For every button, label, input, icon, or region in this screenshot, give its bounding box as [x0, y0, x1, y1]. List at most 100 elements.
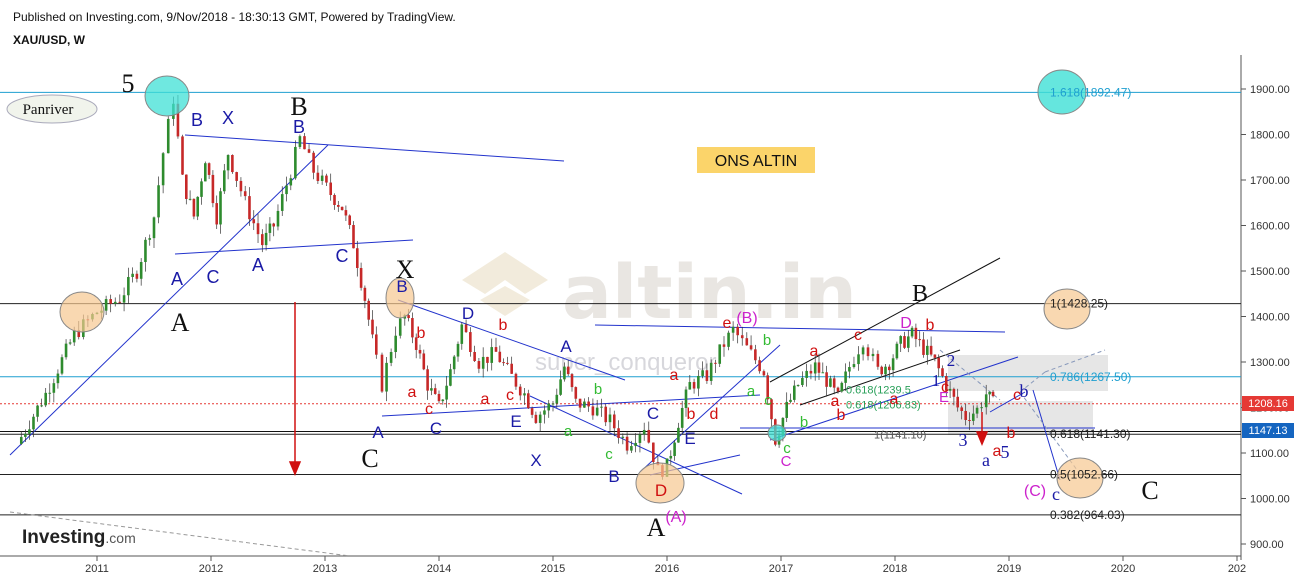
- wave-label: a: [810, 343, 819, 360]
- wave-label: B: [608, 467, 619, 486]
- candle-body: [514, 373, 518, 387]
- x-tick-label: 2015: [541, 563, 565, 575]
- candle-body: [56, 373, 60, 384]
- inner-fib-label: 0.618(1206.83): [846, 399, 921, 411]
- y-tick-label: 900.00: [1250, 539, 1284, 551]
- candle-body: [464, 324, 468, 333]
- candle-body: [888, 366, 891, 371]
- wave-label: a: [982, 450, 990, 470]
- brand-logo: Investing.com: [22, 527, 136, 548]
- wave-label: A: [560, 337, 572, 356]
- wave-label: c: [1013, 387, 1021, 404]
- candle-body: [570, 374, 574, 388]
- candle-body: [518, 386, 522, 396]
- title-badge: ONS ALTIN: [697, 147, 815, 173]
- candle-body: [980, 407, 983, 409]
- wave-label: X: [396, 255, 415, 284]
- candle-body: [385, 362, 388, 392]
- candle-body: [380, 354, 384, 392]
- candle-body: [148, 238, 152, 240]
- candle-body: [510, 363, 513, 374]
- candle-body: [207, 163, 211, 175]
- wave-label: c: [764, 392, 772, 409]
- candle-body: [595, 407, 599, 416]
- candle-body: [975, 407, 979, 414]
- candle-body: [984, 394, 988, 408]
- candle-body: [340, 206, 344, 211]
- candle-body: [805, 370, 808, 378]
- candle-body: [684, 389, 688, 408]
- candle-body: [714, 362, 717, 364]
- candle-body: [256, 223, 260, 235]
- wave-label: c: [941, 379, 949, 396]
- candle-body: [534, 414, 538, 423]
- horizontal-levels: [0, 91, 1241, 516]
- x-tick-label: 202: [1228, 563, 1246, 575]
- candle-body: [239, 180, 243, 192]
- candle-body: [192, 198, 196, 217]
- candle-body: [32, 416, 35, 430]
- candle-body: [801, 377, 804, 386]
- wave-label: 5: [1001, 442, 1010, 462]
- candle-body: [988, 391, 991, 395]
- x-tick-label: 2020: [1111, 563, 1135, 575]
- candle-body: [139, 262, 143, 279]
- wave-label: A: [252, 255, 264, 275]
- candle-body: [276, 210, 280, 227]
- candle-body: [926, 345, 929, 355]
- candle-body: [591, 406, 595, 416]
- wave-label: c: [1052, 484, 1060, 504]
- candle-body: [430, 388, 433, 391]
- candle-body: [933, 354, 937, 358]
- inner-fib-labels: 0.618(1239.5 0.618(1206.83) 1(1141.10): [846, 385, 926, 442]
- candle-body: [563, 366, 566, 380]
- candle-body: [960, 407, 963, 411]
- candle-body: [196, 196, 199, 217]
- candle-body: [280, 194, 284, 211]
- x-tick-label: 2013: [313, 563, 337, 575]
- candle-body: [252, 219, 256, 224]
- price-tags: 1208.16 1147.13: [1242, 396, 1294, 438]
- candle-body: [821, 372, 825, 374]
- candle-body: [68, 342, 72, 344]
- wave-label: B: [191, 110, 203, 130]
- x-tick-label: 2017: [769, 563, 793, 575]
- wave-label: a: [747, 383, 756, 400]
- candle-body: [884, 366, 887, 375]
- author-badge-text: Panriver: [23, 102, 74, 118]
- candle-body: [722, 344, 726, 347]
- highlight-ellipse-cyan: [144, 75, 190, 117]
- candle-body: [371, 319, 374, 335]
- wave-label: E: [510, 412, 521, 431]
- candle-body: [813, 362, 817, 374]
- candle-body: [718, 344, 722, 364]
- x-tick-label: 2016: [655, 563, 679, 575]
- wave-label: c: [425, 401, 433, 418]
- candle-body: [796, 385, 800, 387]
- fib-level-label: 0.618(1141.30): [1050, 427, 1131, 441]
- candle-body: [157, 185, 160, 218]
- candle-body: [325, 175, 328, 183]
- candle-body: [844, 371, 847, 383]
- wave-label: C: [647, 404, 659, 423]
- brand-logo-suffix: .com: [105, 530, 135, 546]
- candle-body: [445, 385, 448, 400]
- candle-body: [642, 429, 646, 435]
- candle-body: [294, 146, 297, 179]
- y-tick-label: 1100.00: [1250, 448, 1289, 460]
- highlight-ellipse-orange: [1056, 457, 1104, 499]
- y-tick-label: 1500.00: [1250, 266, 1290, 278]
- fib-level-label: 1(1428.25): [1050, 297, 1108, 311]
- candle-body: [857, 354, 860, 365]
- candle-body: [547, 403, 551, 411]
- wave-label: A: [647, 513, 666, 542]
- candle-body: [161, 153, 165, 186]
- trendline: [1032, 389, 1061, 481]
- y-tick-label: 1300.00: [1250, 357, 1290, 369]
- candle-body: [502, 362, 505, 364]
- candle-body: [829, 378, 832, 387]
- candle-body: [745, 338, 749, 346]
- candle-body: [506, 362, 509, 364]
- candle-body: [375, 334, 378, 355]
